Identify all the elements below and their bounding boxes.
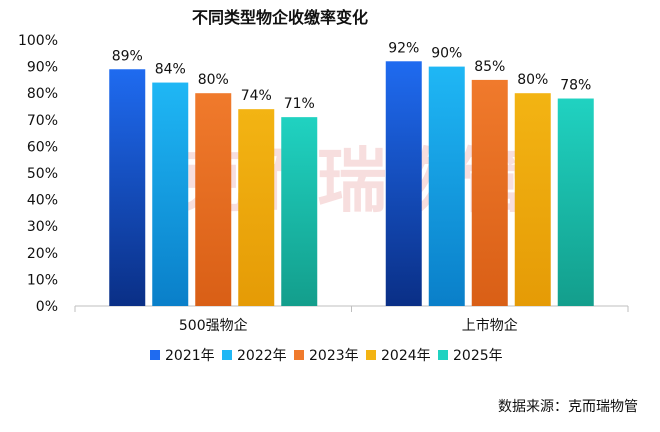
bar (428, 66, 465, 306)
y-tick-label: 60% (27, 139, 58, 155)
y-tick-label: 80% (27, 86, 58, 102)
y-tick-label: 70% (27, 113, 58, 129)
category-label: 500强物企 (179, 317, 248, 334)
legend-label: 2021年 (165, 348, 215, 364)
data-label: 84% (155, 62, 186, 78)
legend-swatch (366, 350, 376, 360)
y-tick-label: 30% (27, 219, 58, 235)
chart-title: 不同类型物企收缴率变化 (191, 8, 368, 27)
bar (471, 79, 508, 307)
data-label: 78% (560, 78, 591, 94)
bar (385, 61, 422, 306)
category-label: 上市物企 (462, 317, 518, 334)
y-tick-label: 100% (18, 33, 58, 49)
bar (195, 93, 232, 306)
bar (557, 98, 594, 307)
legend-label: 2024年 (381, 348, 431, 364)
bar (514, 93, 551, 306)
data-label: 90% (431, 46, 462, 62)
data-label: 89% (112, 48, 143, 64)
legend-swatch (294, 350, 304, 360)
data-label: 80% (517, 72, 548, 88)
bar (281, 117, 318, 306)
legend-swatch (222, 350, 232, 360)
data-label: 92% (388, 40, 419, 56)
y-tick-label: 0% (36, 299, 58, 315)
y-tick-label: 50% (27, 166, 58, 182)
watermark: 克而瑞物管 (177, 140, 527, 222)
data-label: 85% (474, 59, 505, 75)
bar (152, 82, 189, 306)
y-tick-label: 10% (27, 272, 58, 288)
legend-swatch (150, 350, 160, 360)
data-label: 80% (198, 72, 229, 88)
source-note: 数据来源：克而瑞物管 (498, 399, 638, 415)
legend-label: 2025年 (453, 348, 503, 364)
data-label: 71% (284, 96, 315, 112)
y-tick-label: 20% (27, 246, 58, 262)
legend-swatch (438, 350, 448, 360)
y-tick-label: 40% (27, 193, 58, 209)
data-label: 74% (241, 88, 272, 104)
bar (109, 69, 146, 306)
legend-label: 2023年 (309, 348, 359, 364)
bar (238, 109, 275, 306)
legend-label: 2022年 (237, 348, 287, 364)
y-tick-label: 90% (27, 60, 58, 76)
